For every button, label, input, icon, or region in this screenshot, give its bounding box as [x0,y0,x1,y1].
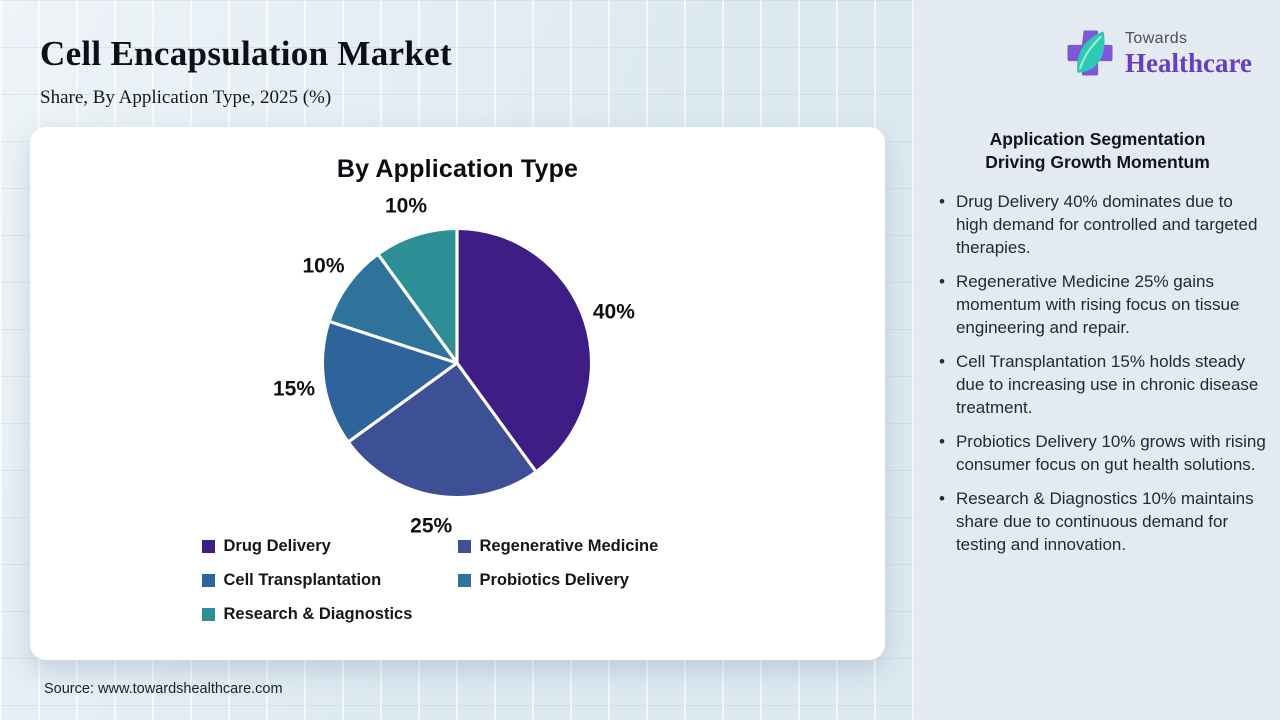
logo-healthcare-text: Healthcare [1125,47,1252,78]
pie-value-label-cell-transplantation: 15% [273,377,315,400]
legend-swatch [457,574,471,587]
legend-swatch [457,540,471,553]
page-subtitle: Share, By Application Type, 2025 (%) [40,87,332,108]
legend-swatch [201,574,215,587]
pie-slice-cell-transplantation [323,321,457,442]
pie-value-label-drug-delivery: 40% [593,301,635,324]
logo-leaf-icon [1077,31,1105,73]
sidebar-heading: Application Segmentation Driving Growth … [915,128,1280,175]
legend-label: Probiotics Delivery [479,571,629,589]
chart-legend: Drug Delivery Regenerative Medicine Cell T… [30,534,885,626]
sidebar-bullet: • Regenerative Medicine 25% gains momentu… [939,270,1266,339]
sidebar: Towards Healthcare Application Segmentat… [915,0,1280,720]
legend-item-regenerative-medicine: Regenerative Medicine [457,534,714,558]
sidebar-bullet: • Cell Transplantation 15% holds steady d… [939,350,1266,419]
legend-swatch [201,608,215,621]
legend-item-drug-delivery: Drug Delivery [201,534,458,558]
bullet-dot: • [939,192,945,211]
pie-value-label-probiotics-delivery: 10% [302,255,344,278]
logo-cross-leaf-icon [1067,30,1113,76]
sidebar-bullet: • Probiotics Delivery 10% grows with risi… [939,430,1266,476]
bullet-text: Probiotics Delivery 10% grows with risin… [955,432,1266,474]
bullet-dot: • [939,272,945,291]
legend-item-cell-transplantation: Cell Transplantation [201,568,458,592]
sidebar-heading-text: Application Segmentation Driving Growth … [985,129,1210,173]
pie-separator [377,253,459,365]
pie-slice-research-diagnostics [378,230,457,363]
pie-value-label-regenerative-medicine: 25% [410,515,452,538]
bullet-text: Research & Diagnostics 10% maintains sha… [955,489,1254,554]
bullet-text: Cell Transplantation 15% holds steady du… [955,352,1259,417]
sidebar-bullet: • Research & Diagnostics 10% maintains sh… [939,487,1266,556]
pie-slice-probiotics-delivery [330,255,457,363]
legend-label: Research & Diagnostics [223,605,413,623]
pie-separator [328,320,459,365]
legend-item-research-diagnostics: Research & Diagnostics [201,602,458,626]
logo-towards-text: Towards [1125,29,1188,47]
pie-chart: 40% 25% 15% 10% 10% [273,195,635,538]
bullet-text: Drug Delivery 40% dominates due to high … [955,192,1258,257]
logo-text: Towards Healthcare [1125,30,1252,77]
legend-swatch [201,540,215,553]
pie-separator [347,361,459,443]
page-title: Cell Encapsulation Market [40,34,452,73]
bullet-dot: • [939,489,945,508]
pie-slice-drug-delivery [457,230,591,471]
bullet-dot: • [939,432,945,451]
sidebar-bullet-list: • Drug Delivery 40% dominates due to high… [939,190,1266,567]
legend-item-probiotics-delivery: Probiotics Delivery [457,568,714,592]
source-text: Source: www.towardshealthcare.com [44,681,283,697]
chart-card: By Application Type 40% 25% 15% 10% 10% Drug… [30,127,885,660]
pie-slice-regenerative-medicine [349,363,536,497]
legend-label: Regenerative Medicine [479,537,659,555]
pie-separator [455,361,537,473]
legend-label: Drug Delivery [223,537,331,555]
bullet-dot: • [939,352,945,371]
bullet-text: Regenerative Medicine 25% gains momentum… [955,272,1240,337]
chart-title: By Application Type [336,155,579,183]
pie-value-label-research-diagnostics: 10% [385,195,427,218]
logo: Towards Healthcare [1063,26,1252,80]
logo-leaf-vein [1079,35,1102,70]
sidebar-bullet: • Drug Delivery 40% dominates due to high… [939,190,1266,259]
legend-label: Cell Transplantation [223,571,382,589]
